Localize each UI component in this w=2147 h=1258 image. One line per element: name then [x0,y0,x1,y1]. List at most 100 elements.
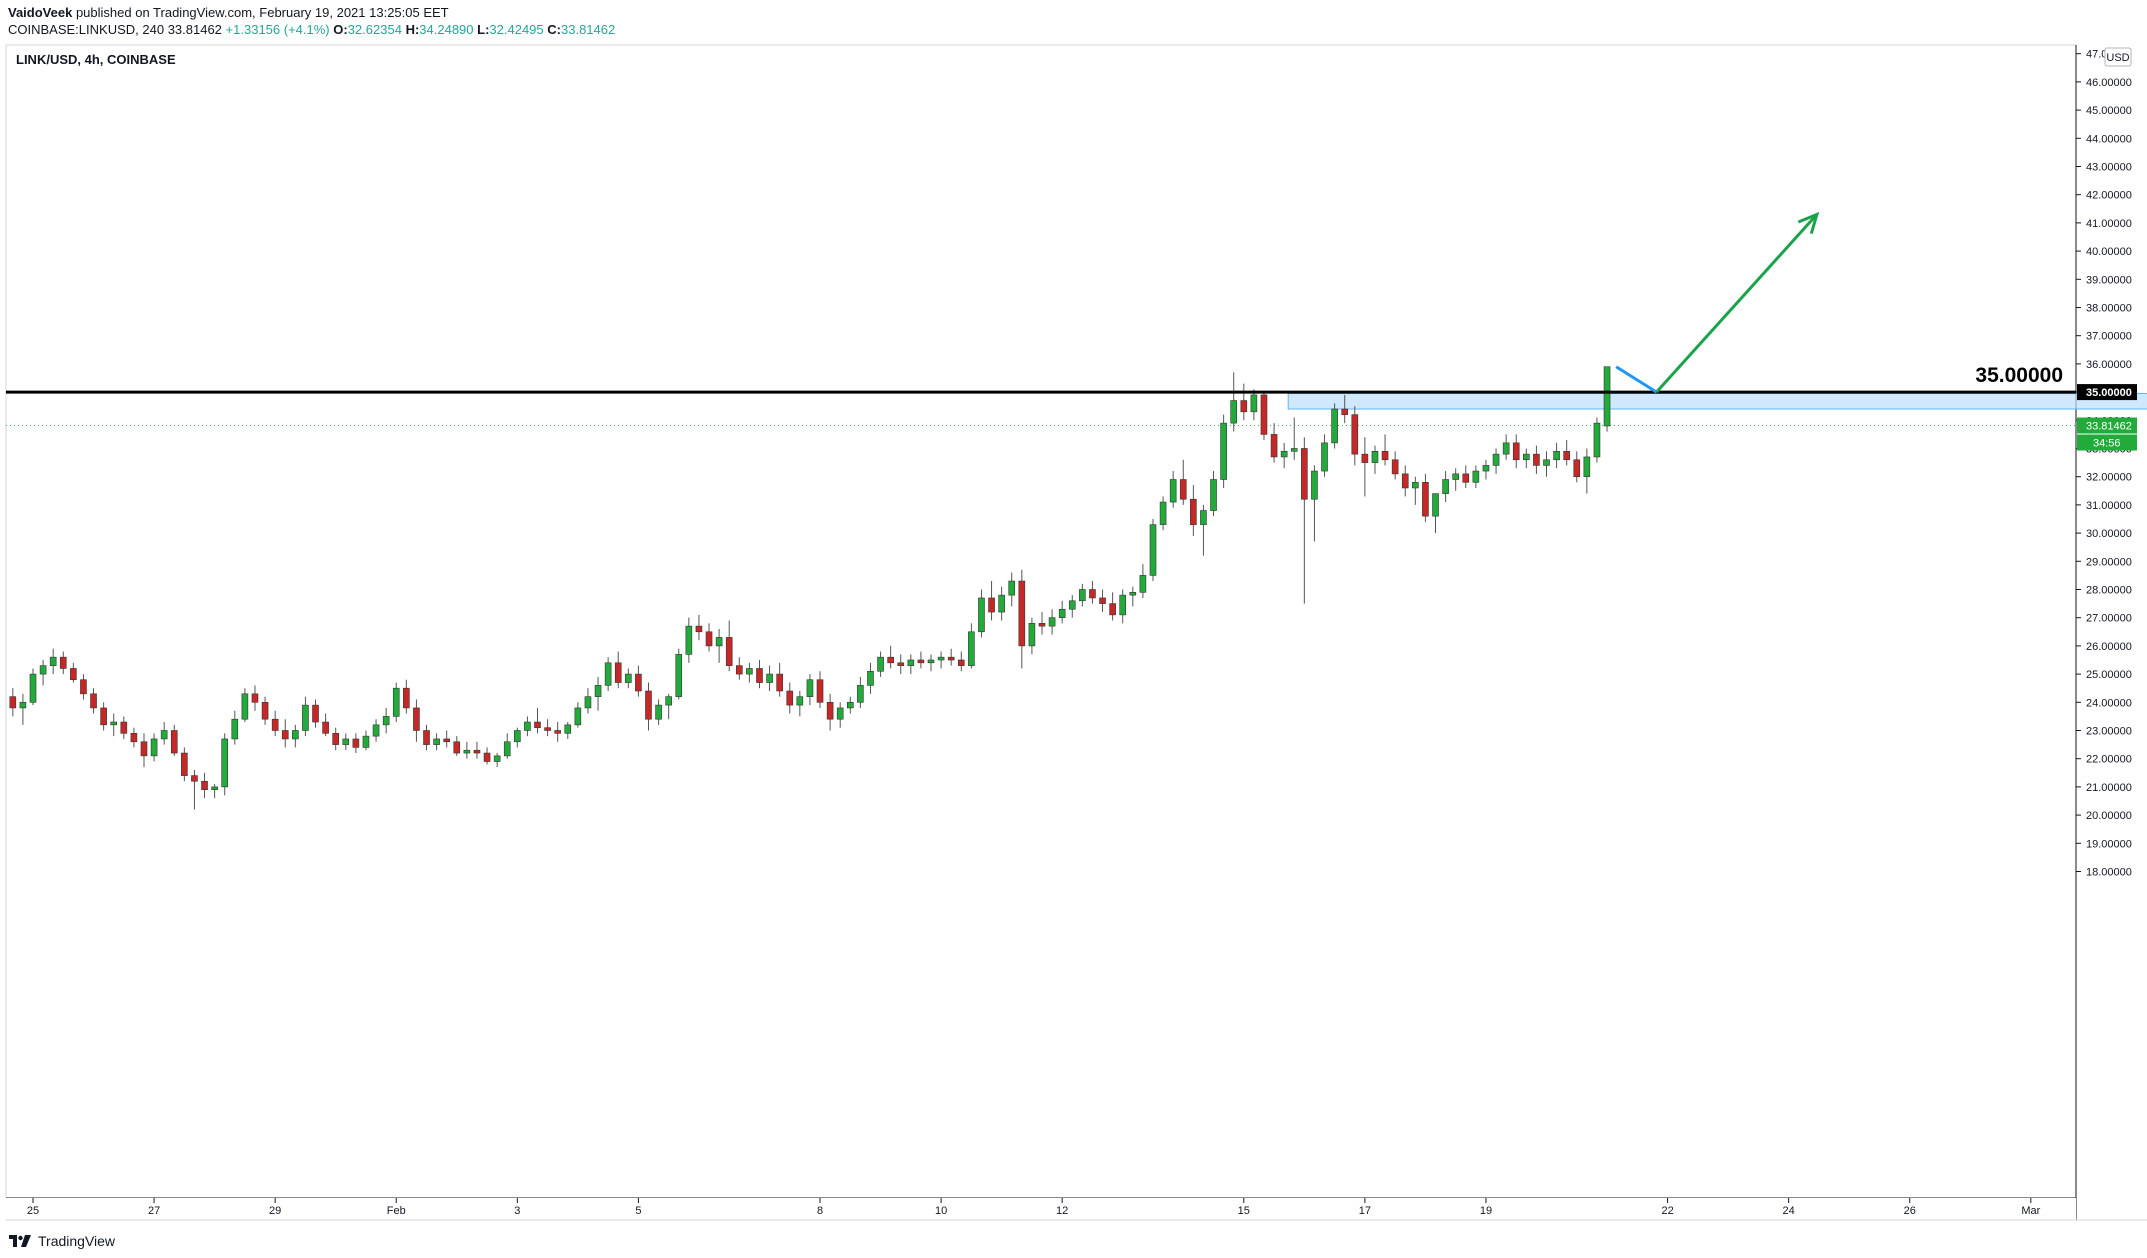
candle-up[interactable] [1523,448,1530,469]
candle-up[interactable] [362,730,370,751]
candle-down[interactable] [897,654,905,675]
candle-down[interactable] [271,710,279,737]
candle-up[interactable] [1079,583,1086,607]
candle-up[interactable] [877,651,884,677]
candle-down[interactable] [776,662,783,697]
candle-down[interactable] [191,769,198,810]
candle-down[interactable] [312,699,319,728]
candle-up[interactable] [1371,445,1379,474]
candle-up[interactable] [1583,448,1591,494]
candle-up[interactable] [1472,465,1480,488]
candle-up[interactable] [211,784,218,799]
candle-down[interactable] [816,671,824,708]
candle-down[interactable] [917,651,925,669]
candle-down[interactable] [413,699,420,742]
candle-up[interactable] [796,691,804,717]
candle-up[interactable] [29,668,37,706]
candle-down[interactable] [1422,473,1429,522]
time-axis-area[interactable] [6,1198,2076,1220]
candle-down[interactable] [1563,440,1570,466]
candle-up[interactable] [1129,586,1137,607]
candle-down[interactable] [181,747,188,782]
candle-up[interactable] [1603,366,1611,432]
candle-up[interactable] [1452,468,1459,491]
candle-up[interactable] [503,733,511,759]
candle-up[interactable] [574,702,582,728]
candle-down[interactable] [988,581,995,621]
candle-up[interactable] [927,654,935,672]
candle-down[interactable] [1179,459,1187,505]
candle-up[interactable] [746,662,753,683]
candle-up[interactable] [1502,434,1510,460]
candle-up[interactable] [372,719,380,742]
candle-up[interactable] [685,617,693,663]
candle-down[interactable] [1099,589,1106,613]
candle-up[interactable] [1442,471,1449,503]
candle-up[interactable] [1492,448,1500,474]
candle-down[interactable] [695,614,703,641]
candle-up[interactable] [1058,600,1066,624]
candle-up[interactable] [1250,389,1258,421]
candle-down[interactable] [251,685,259,711]
candle-down[interactable] [1190,485,1197,536]
candle-down[interactable] [1462,465,1470,488]
candle-up[interactable] [150,733,158,762]
candle-down[interactable] [1038,612,1046,635]
candle-up[interactable] [1028,617,1036,655]
candle-up[interactable] [564,722,572,739]
candle-up[interactable] [937,651,945,669]
candle-up[interactable] [342,733,350,751]
candle-down[interactable] [725,620,733,672]
candle-up[interactable] [392,682,400,723]
candle-down[interactable] [635,665,642,697]
candle-up[interactable] [433,733,440,751]
candle-up[interactable] [292,724,299,748]
candle-down[interactable] [957,651,965,672]
candle-up[interactable] [493,753,501,768]
author-name[interactable]: VaidoVeek [8,5,73,20]
candle-up[interactable] [857,676,864,708]
blue-pullback-line[interactable] [1615,365,1658,394]
candle-up[interactable] [978,589,985,638]
candle-up[interactable] [715,628,723,663]
candle-up[interactable] [221,733,229,796]
candle-up[interactable] [604,657,612,692]
candle-down[interactable] [281,719,289,748]
candle-up[interactable] [1230,372,1238,432]
candle-down[interactable] [1089,581,1096,604]
candle-up[interactable] [39,659,47,686]
candle-down[interactable] [1512,434,1520,469]
candle-down[interactable] [1351,406,1359,466]
candle-up[interactable] [49,648,57,675]
candle-up[interactable] [1139,564,1147,598]
candle-up[interactable] [836,702,844,728]
candle-up[interactable] [675,648,683,700]
candle-down[interactable] [322,713,329,737]
candle-up[interactable] [1119,589,1127,624]
candle-up[interactable] [1482,459,1490,480]
candle-up[interactable] [1432,493,1439,534]
candle-down[interactable] [1109,592,1116,621]
candle-down[interactable] [705,623,713,652]
candle-down[interactable] [1341,394,1348,424]
candle-down[interactable] [261,696,269,725]
candle-up[interactable] [1048,609,1056,635]
candle-down[interactable] [1391,451,1399,480]
candle-down[interactable] [1361,437,1369,497]
candle-up[interactable] [867,662,874,694]
candle-down[interactable] [786,682,794,714]
plot-area[interactable] [5,44,2077,1199]
candle-up[interactable] [594,676,602,711]
candle-up[interactable] [463,741,471,759]
candle-down[interactable] [90,688,97,714]
candle-up[interactable] [382,707,390,734]
candle-down[interactable] [1301,437,1308,604]
candle-down[interactable] [887,645,894,669]
candle-up[interactable] [907,654,915,675]
candle-up[interactable] [19,693,27,725]
candle-down[interactable] [534,707,541,734]
candle-up[interactable] [160,722,168,745]
candle-up[interactable] [1311,465,1318,542]
candle-up[interactable] [766,665,773,692]
candle-up[interactable] [1169,471,1177,508]
